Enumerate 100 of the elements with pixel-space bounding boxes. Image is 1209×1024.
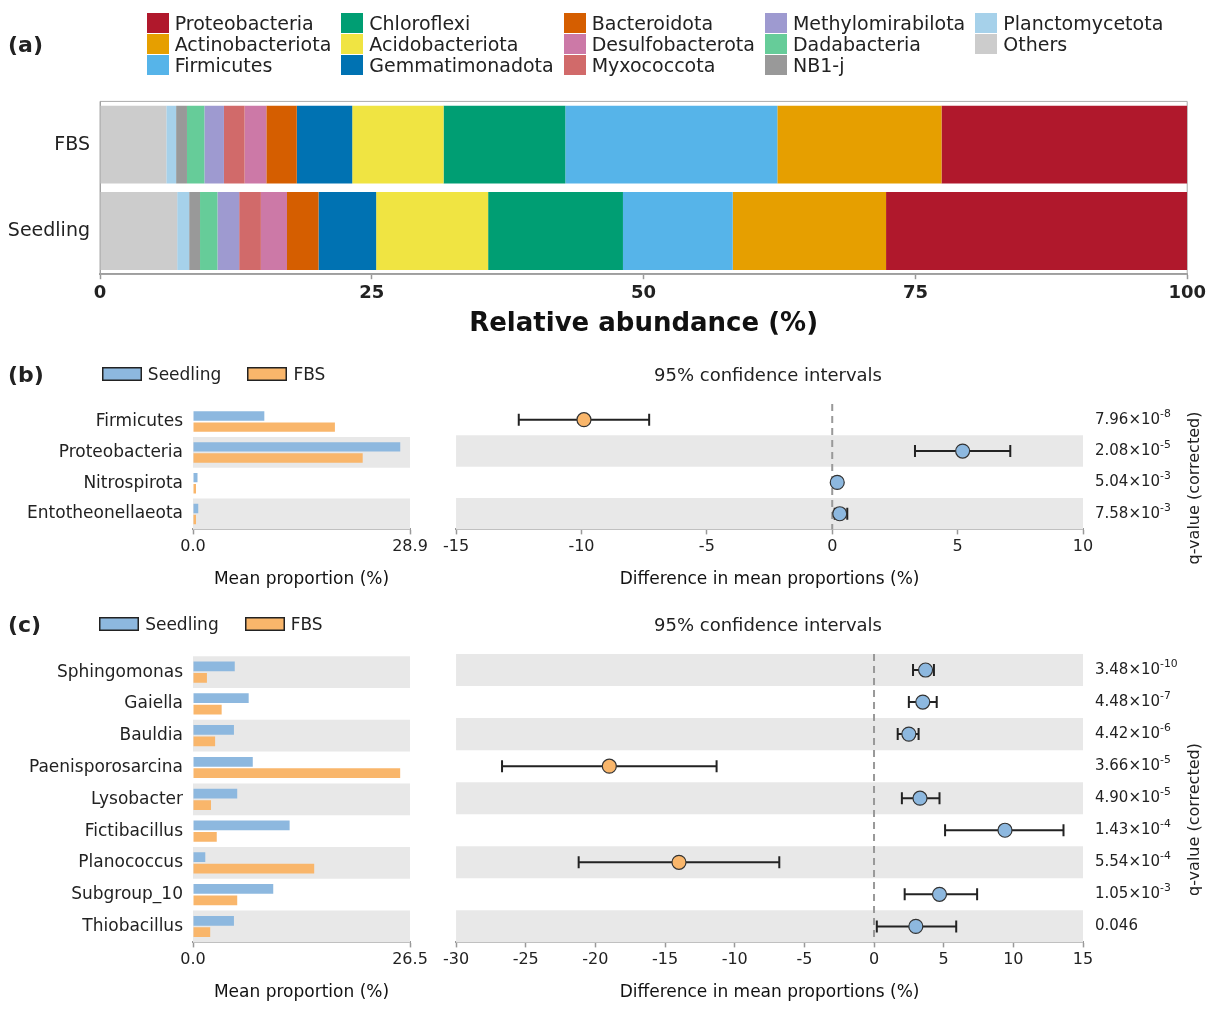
x-tick-label: 26.5	[392, 949, 428, 969]
bar	[193, 736, 216, 747]
x-tick-label: 0	[93, 280, 107, 302]
x-tick-label: 25	[359, 280, 385, 302]
legend-label: Desulfobacterota	[591, 33, 755, 55]
chart-title: 95% confidence intervals	[653, 613, 883, 635]
bar	[193, 788, 238, 799]
bar	[200, 192, 218, 270]
x-tick-label: -10	[721, 949, 748, 969]
bar	[352, 105, 444, 184]
y-tick-label: Firmicutes	[95, 410, 184, 431]
bar	[777, 105, 942, 184]
bar	[239, 192, 261, 270]
bar	[376, 192, 489, 270]
x-tick-label: 0	[827, 536, 838, 556]
bar	[193, 672, 207, 683]
bar	[100, 105, 167, 184]
bar	[204, 105, 224, 184]
bar	[318, 192, 377, 270]
y-tick-label: Planococcus	[78, 851, 184, 872]
x-tick-label: 0.0	[180, 949, 206, 969]
bar	[223, 105, 245, 184]
legend-label: Chloroflexi	[369, 12, 471, 34]
bar	[193, 800, 212, 810]
bar	[193, 915, 234, 926]
x-tick-label: 28.9	[392, 536, 428, 556]
bar	[443, 105, 566, 184]
legend-label: Firmicutes	[174, 54, 273, 76]
y-tick-label: FBS	[54, 131, 90, 154]
bar	[193, 863, 315, 874]
x-axis-title: Relative abundance (%)	[469, 307, 819, 338]
x-axis-title: Mean proportion (%)	[213, 981, 390, 1002]
point	[601, 758, 617, 774]
y-tick-label: Bauldia	[119, 724, 183, 745]
bar	[193, 831, 217, 842]
y-tick-label: Nitrospirota	[83, 471, 183, 492]
legend-label: Proteobacteria	[174, 12, 314, 34]
text: (b)	[8, 361, 44, 387]
bar	[186, 105, 205, 184]
point	[955, 443, 971, 459]
bar	[217, 192, 240, 270]
text: (c)	[8, 611, 42, 637]
bar	[100, 192, 178, 270]
bar	[193, 472, 198, 483]
bar	[176, 105, 187, 184]
bar	[193, 725, 234, 735]
point	[997, 822, 1013, 838]
x-tick-label: -5	[796, 949, 813, 969]
legend-label: Acidobacteriota	[369, 33, 519, 55]
x-tick-label: 100	[1168, 280, 1206, 302]
legend-label: Methylomirabilota	[792, 12, 966, 34]
y-tick-label: Sphingomonas	[56, 660, 184, 681]
bar	[193, 693, 249, 704]
legend-label: Myxococcota	[591, 54, 716, 76]
bar	[193, 661, 235, 672]
bar	[287, 192, 319, 270]
point	[671, 854, 687, 870]
x-tick-label: 0	[868, 949, 880, 969]
bar	[244, 105, 267, 184]
text: (a)	[8, 31, 43, 57]
point	[931, 886, 948, 902]
bar	[193, 756, 253, 767]
bar	[622, 192, 733, 270]
bar	[266, 105, 297, 184]
legend-label: Bacteroidota	[591, 12, 714, 34]
bar	[193, 411, 265, 421]
x-tick-label: 5	[952, 536, 963, 556]
bar	[296, 105, 353, 184]
x-tick-label: -15	[443, 536, 470, 556]
bar	[189, 192, 201, 270]
chart-title: 95% confidence intervals	[653, 363, 883, 385]
bar	[193, 820, 290, 831]
y-tick-label: Paenisporosarcina	[28, 755, 183, 776]
legend-label: Seedling	[145, 614, 219, 634]
legend-label: Gemmatimonadota	[369, 54, 554, 76]
legend-label: Actinobacteriota	[174, 33, 332, 55]
point	[908, 918, 924, 934]
x-tick-label: -30	[443, 949, 470, 969]
bar	[193, 422, 335, 432]
point	[901, 726, 917, 742]
x-axis-title: Difference in mean proportions (%)	[619, 568, 920, 589]
point	[915, 694, 931, 710]
y-tick-label: Entotheonellaeota	[27, 502, 183, 523]
x-tick-label: 0.0	[180, 536, 206, 556]
y-tick-label: Lysobacter	[91, 787, 183, 808]
legend-label: FBS	[290, 614, 323, 634]
x-tick-label: -20	[582, 949, 609, 969]
bar	[193, 895, 238, 906]
legend-label: Seedling	[147, 364, 222, 384]
bar	[260, 192, 287, 270]
legend-label: FBS	[293, 364, 326, 384]
point	[912, 790, 928, 806]
x-axis-title: Difference in mean proportions (%)	[619, 981, 920, 1002]
legend-label: Planctomycetota	[1003, 12, 1164, 34]
y2-axis-title: q-value (corrected)	[1184, 411, 1204, 565]
legend-label: NB1-j	[792, 54, 845, 76]
point	[829, 474, 845, 490]
bar	[177, 192, 190, 270]
y-tick-label: Fictibacillus	[84, 819, 184, 840]
point	[917, 662, 934, 678]
